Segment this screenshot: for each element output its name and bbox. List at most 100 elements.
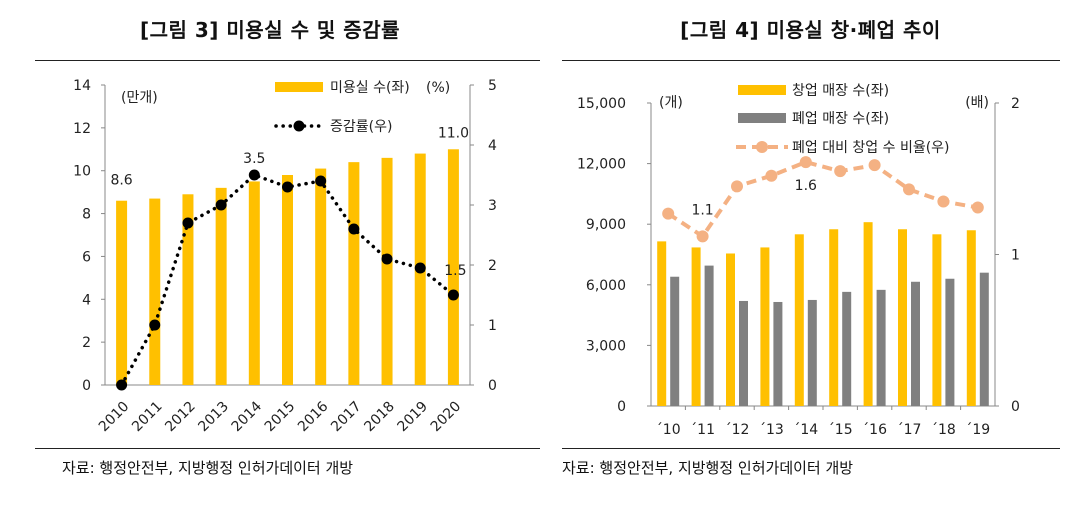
left-tick-label: 2 (82, 335, 91, 351)
chart-panel-open-close-trend: [그림 4] 미용실 창·폐업 추이 0 3,000 6,000 9,000 12,00… (540, 0, 1081, 518)
x-tick-label: 2012 (162, 399, 199, 436)
bar-closures (842, 291, 852, 406)
point-growth-rate (182, 217, 194, 229)
line-open-close-ratio (667, 159, 979, 240)
point-open-close-ratio (971, 201, 984, 214)
right-tick-label: 3 (488, 198, 497, 214)
bar-closures (670, 276, 680, 406)
right-tick-label: 1 (488, 318, 497, 334)
right-tick-label: 2 (488, 258, 497, 274)
bar-openings (966, 230, 976, 406)
left-tick-label: 6,000 (586, 278, 626, 294)
right-tick-label: 0 (1011, 399, 1020, 415)
left-tick-label: 8 (82, 207, 91, 223)
bar-beauty-salon-count (447, 149, 459, 385)
point-open-close-ratio (731, 180, 743, 193)
bar-closures (876, 289, 886, 406)
x-tick-label: 2015 (262, 399, 299, 436)
bar-closures (773, 301, 783, 406)
line-growth-rate (119, 172, 456, 387)
point-growth-rate (414, 262, 426, 274)
chart-title: [그림 4] 미용실 창·폐업 추이 (680, 18, 941, 42)
left-tick-label: 10 (73, 164, 91, 180)
legend-swatch-ratio-point (756, 141, 768, 153)
x-tick-label: 2014 (229, 398, 266, 435)
bar-openings (726, 253, 735, 406)
bar-beauty-salon-count (282, 175, 293, 385)
x-tick-label: 2020 (428, 399, 465, 436)
legend-label-bar: 미용실 수(좌) (330, 80, 410, 96)
legend-label-ratio: 폐업 대비 창업 수 비율(우) (792, 140, 950, 156)
x-tick-label: 2019 (395, 399, 432, 436)
x-tick-label: 2011 (129, 399, 166, 436)
legend-label-closures: 폐업 매장 수(좌) (792, 111, 889, 127)
x-tick-label: ´13 (759, 422, 784, 438)
data-label: 11.0 (438, 125, 469, 141)
left-tick-label: 3,000 (586, 338, 626, 354)
bar-openings (691, 247, 701, 406)
right-tick-label: 4 (488, 138, 497, 154)
bar-openings (863, 222, 873, 406)
chart-title: [그림 3] 미용실 수 및 증감률 (139, 18, 400, 42)
top-rule (562, 60, 1060, 61)
bar-openings (932, 234, 942, 406)
bar-openings (829, 229, 839, 406)
legend-extra-unit: (%) (426, 80, 450, 96)
point-open-close-ratio (765, 169, 778, 182)
bar-closures (979, 272, 989, 406)
x-tick-label: ´15 (828, 422, 853, 438)
point-open-close-ratio (937, 195, 950, 208)
right-tick-label: 5 (488, 78, 497, 94)
chart-panel-beauty-salon-count: [그림 3] 미용실 수 및 증감률 0 2 4 6 8 10 12 14 (만개) 0 1 2 3 4 5… (0, 0, 540, 518)
source-note: 자료: 행정안전부, 지방행정 인허가데이터 개방 (562, 459, 854, 477)
bar-closures (704, 265, 714, 406)
bar-beauty-salon-count (348, 162, 360, 385)
x-tick-label: ´19 (965, 422, 990, 438)
right-axis-unit: (배) (965, 95, 989, 111)
bottom-rule (35, 448, 540, 449)
point-growth-rate (447, 289, 459, 301)
x-tick-label: ´11 (690, 422, 715, 438)
bar-openings (760, 247, 770, 406)
legend-swatch-point (293, 120, 305, 132)
left-tick-label: 14 (73, 78, 91, 94)
left-tick-label: 0 (82, 378, 91, 394)
point-open-close-ratio (799, 156, 812, 169)
x-tick-label: 2016 (295, 398, 332, 435)
right-tick-label: 2 (1011, 96, 1020, 112)
data-label: 3.5 (243, 151, 265, 167)
left-tick-label: 15,000 (577, 96, 626, 112)
bar-openings (657, 241, 667, 406)
x-tick-label: ´16 (862, 422, 887, 438)
point-growth-rate (215, 199, 227, 211)
bar-beauty-salon-count (116, 200, 128, 385)
x-tick-label: 2018 (361, 399, 398, 436)
point-open-close-ratio (834, 165, 847, 178)
point-growth-rate (348, 223, 360, 235)
point-growth-rate (315, 175, 327, 187)
left-tick-label: 9,000 (586, 217, 626, 233)
point-open-close-ratio (696, 230, 709, 243)
bar-openings (898, 229, 907, 406)
point-growth-rate (116, 379, 128, 391)
x-tick-label: 2013 (195, 399, 232, 436)
bar-beauty-salon-count (215, 187, 227, 385)
right-tick-label: 0 (488, 378, 497, 394)
x-tick-label: ´18 (931, 422, 956, 438)
legend-label-openings: 창업 매장 수(좌) (792, 83, 889, 99)
top-rule (35, 60, 540, 61)
left-axis-unit: (만개) (121, 90, 158, 106)
legend-swatch-closures (738, 113, 786, 123)
point-growth-rate (381, 253, 393, 265)
left-axis-unit: (개) (659, 95, 683, 111)
bottom-rule (562, 448, 1060, 449)
point-growth-rate (149, 319, 161, 331)
point-growth-rate (248, 169, 260, 181)
point-growth-rate (282, 181, 293, 193)
x-tick-label: 2010 (96, 399, 133, 436)
data-label: 1.1 (691, 202, 713, 218)
x-tick-label: ´12 (725, 422, 750, 438)
point-open-close-ratio (662, 207, 675, 220)
bar-beauty-salon-count (182, 194, 194, 385)
legend-swatch-bar (275, 82, 323, 92)
